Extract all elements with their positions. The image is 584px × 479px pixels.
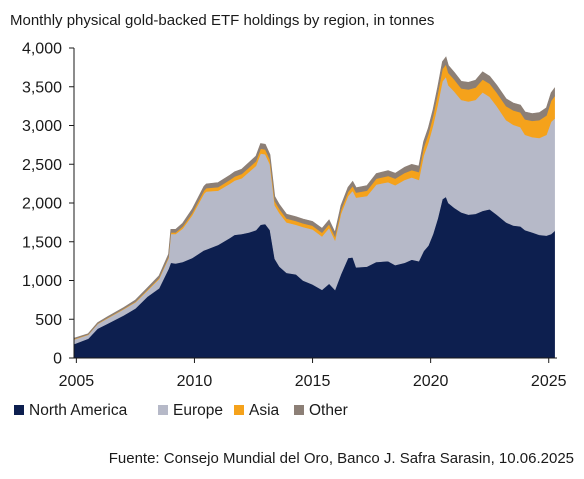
legend-label-other: Other	[309, 402, 348, 419]
legend-swatch-north-america	[14, 405, 24, 415]
x-tick-labels: 2005 2010 2015 2020 2025	[59, 358, 567, 390]
x-tick-label: 2015	[295, 373, 331, 390]
legend-label-north-america: North America	[29, 402, 128, 419]
chart-title: Monthly physical gold-backed ETF holding…	[10, 12, 434, 29]
x-tick-label: 2020	[413, 373, 449, 390]
y-tick-label: 3,500	[22, 79, 62, 96]
legend-swatch-other	[294, 405, 304, 415]
y-tick-label: 3,000	[22, 118, 62, 135]
y-tick-label: 1,500	[22, 234, 62, 251]
legend: North America Europe Asia Other	[14, 402, 348, 419]
x-tick-label: 2005	[59, 373, 95, 390]
y-tick-label: 2,000	[22, 196, 62, 213]
y-tick-label: 500	[35, 312, 62, 329]
source-note: Fuente: Consejo Mundial del Oro, Banco J…	[109, 450, 574, 467]
y-tick-label: 4,000	[22, 41, 62, 58]
legend-label-europe: Europe	[173, 402, 223, 419]
y-tick-label: 0	[53, 351, 62, 368]
stacked-areas	[73, 56, 555, 359]
legend-swatch-europe	[158, 405, 168, 415]
y-tick-labels: 0 500 1,000 1,500 2,000 2,500 3,000 3,500 4,000	[22, 41, 74, 368]
legend-swatch-asia	[234, 405, 244, 415]
legend-label-asia: Asia	[249, 402, 280, 419]
y-tick-label: 2,500	[22, 157, 62, 174]
x-tick-label: 2025	[531, 373, 567, 390]
x-tick-label: 2010	[177, 373, 213, 390]
area-other	[73, 56, 555, 340]
y-tick-label: 1,000	[22, 273, 62, 290]
